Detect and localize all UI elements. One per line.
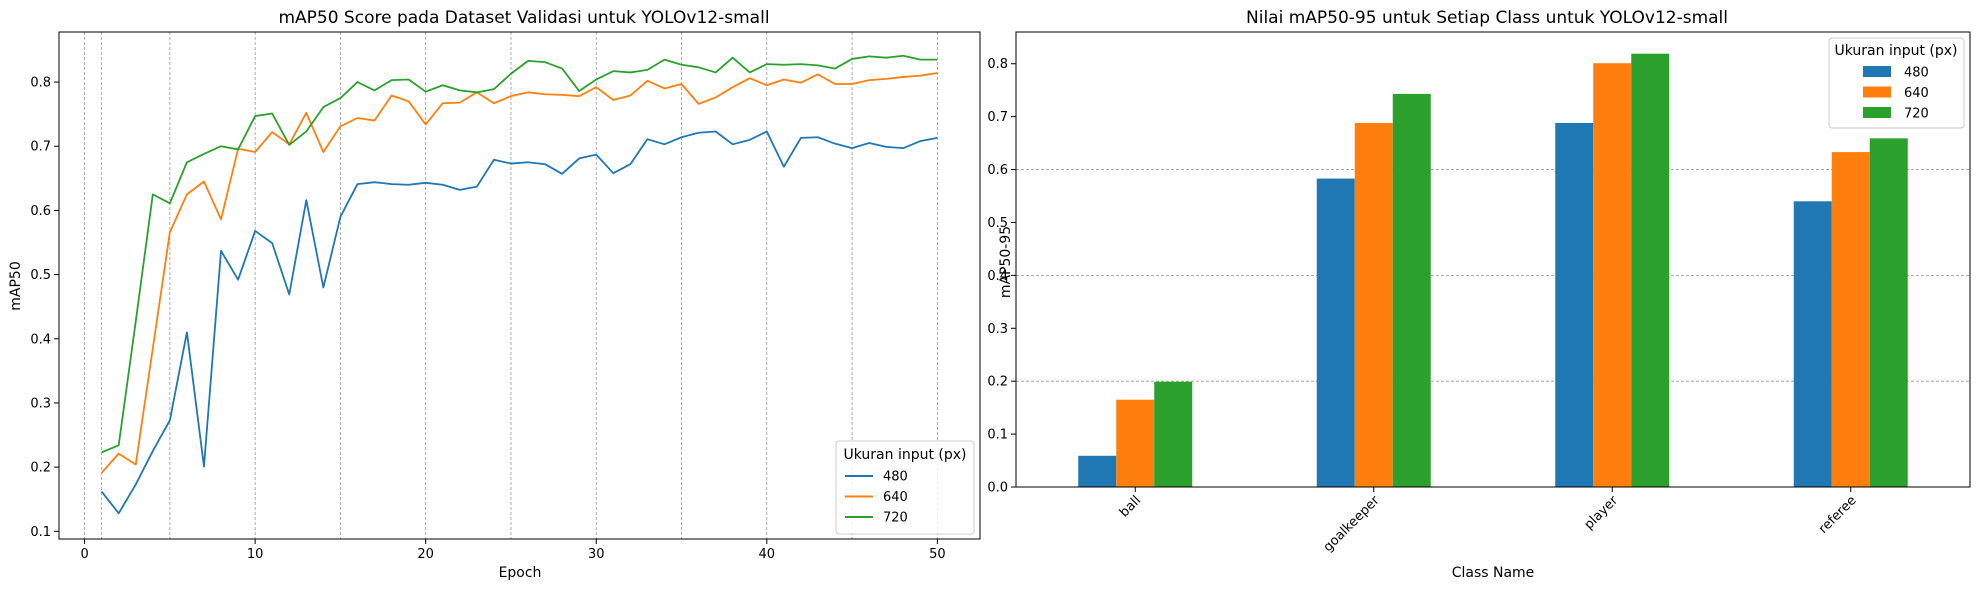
line-chart-y-tick-label: 0.7 (30, 140, 51, 155)
bar-chart-bars (1078, 53, 1908, 488)
line-chart-y-tick-label: 0.3 (30, 396, 51, 411)
bar-player-640 (1593, 63, 1632, 487)
bar-chart-legend-swatch (1863, 66, 1891, 77)
bar-chart-title: Nilai mAP50-95 untuk Setiap Class untuk … (1246, 8, 1728, 28)
line-chart-y-tick-label: 0.4 (30, 332, 51, 347)
line-chart-y-tick-label: 0.1 (30, 525, 51, 540)
bar-chart-y-tick-label: 0.4 (987, 269, 1008, 284)
line-chart-x-tick-label: 50 (929, 547, 946, 562)
line-series-640 (100, 72, 938, 474)
line-chart-x-axis-label: Epoch (499, 565, 542, 581)
line-series-720 (101, 54, 938, 454)
line-chart-legend-box (835, 440, 975, 535)
bar-chart-y-tick-label: 0.8 (987, 57, 1008, 72)
bar-chart-x-tick-label: goalkeeper (1321, 493, 1383, 555)
bar-chart-x-tick-label: ball (1117, 493, 1144, 520)
bar-chart-y-tick-label: 0.3 (987, 322, 1008, 337)
bar-goalkeeper-480 (1316, 178, 1355, 488)
line-chart-x-tick-label: 20 (417, 547, 434, 562)
bar-chart-y-tick-label: 0.7 (987, 110, 1008, 125)
bar-goalkeeper-640 (1354, 123, 1393, 487)
bar-chart-y-tick-label: 0.5 (987, 216, 1008, 231)
line-chart-y-ticks: 0.1 0.2 0.3 0.4 0.5 0.6 0.7 0.8 (30, 76, 59, 540)
bar-chart-legend-items: 480 640 720 (1863, 66, 1929, 122)
line-chart-legend-label: 720 (883, 511, 908, 526)
line-series-480 (100, 130, 938, 515)
bar-chart-x-ticks: ball goalkeeper player referee (1117, 487, 1860, 555)
line-chart: mAP50 Score pada Dataset Validasi untuk … (8, 8, 981, 581)
bar-chart-y-tick-label: 0.6 (987, 163, 1008, 178)
line-chart-legend-items: 480 640 720 (845, 470, 908, 526)
bar-chart-legend-swatch (1863, 107, 1891, 118)
bar-chart: Nilai mAP50-95 untuk Setiap Class untuk … (987, 8, 1971, 581)
line-chart-y-tick-label: 0.8 (30, 76, 51, 91)
bar-ball-720 (1154, 381, 1193, 487)
line-chart-x-tick-label: 30 (588, 547, 605, 562)
bar-referee-640 (1831, 152, 1870, 488)
line-chart-x-tick-label: 40 (759, 547, 776, 562)
bar-chart-y-tick-label: 0.0 (987, 481, 1008, 496)
bar-chart-y-tick-label: 0.1 (987, 428, 1008, 443)
bar-ball-480 (1078, 455, 1117, 487)
line-chart-y-tick-label: 0.2 (30, 461, 51, 476)
bar-player-720 (1631, 53, 1670, 487)
bar-chart-plot-frame (1015, 31, 1971, 488)
line-chart-x-ticks: 0 10 20 30 40 50 (80, 539, 946, 562)
bar-goalkeeper-720 (1392, 93, 1431, 488)
bar-chart-legend-box (1828, 37, 1965, 129)
bar-chart-y-axis-label: mAP50-95 (998, 226, 1014, 298)
line-chart-title: mAP50 Score pada Dataset Validasi untuk … (278, 8, 769, 28)
bar-ball-640 (1116, 399, 1155, 487)
line-chart-y-axis-label: mAP50 (8, 261, 24, 310)
bar-referee-720 (1869, 138, 1908, 487)
line-chart-y-tick-label: 0.6 (30, 204, 51, 219)
line-chart-plot-frame (58, 31, 981, 540)
line-chart-grid (84, 32, 938, 539)
bar-chart-legend-title: Ukuran input (px) (1834, 43, 1957, 59)
bar-referee-480 (1793, 201, 1832, 488)
line-chart-legend: Ukuran input (px) 480 640 720 (835, 440, 975, 535)
line-chart-x-tick-label: 10 (247, 547, 264, 562)
line-chart-legend-label: 480 (883, 470, 908, 485)
bar-chart-legend-label: 640 (1904, 86, 1929, 101)
bar-chart-legend-label: 720 (1904, 107, 1929, 122)
line-chart-legend-label: 640 (883, 490, 908, 505)
bar-chart-legend-label: 480 (1904, 66, 1929, 81)
bar-chart-y-ticks: 0.0 0.1 0.2 0.3 0.4 0.5 0.6 0.7 0.8 (987, 57, 1016, 496)
line-chart-x-tick-label: 0 (80, 547, 88, 562)
bar-chart-y-tick-label: 0.2 (987, 375, 1008, 390)
line-chart-y-tick-label: 0.5 (30, 268, 51, 283)
line-chart-series (100, 54, 938, 515)
bar-chart-x-tick-label: player (1582, 493, 1622, 533)
bar-chart-x-tick-label: referee (1816, 493, 1860, 537)
line-chart-legend-title: Ukuran input (px) (843, 447, 966, 463)
bar-chart-legend: Ukuran input (px) 480 640 720 (1828, 37, 1965, 129)
bar-chart-x-axis-label: Class Name (1452, 565, 1535, 581)
bar-chart-legend-swatch (1863, 86, 1891, 98)
bar-player-480 (1555, 123, 1594, 487)
